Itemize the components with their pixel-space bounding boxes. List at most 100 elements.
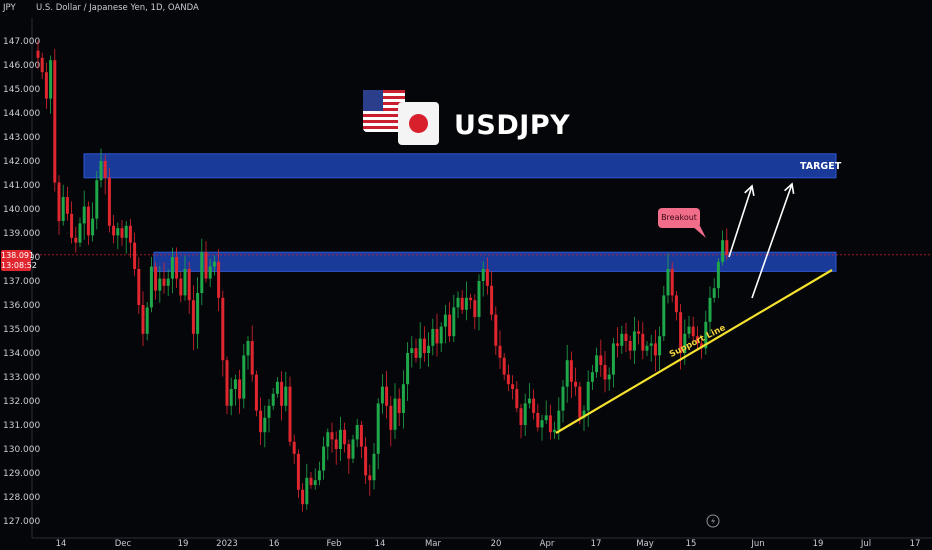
candle-body — [658, 336, 662, 356]
x-tick-label: 17 — [591, 539, 602, 549]
candle-body — [397, 398, 401, 413]
candle-body — [334, 439, 338, 449]
candle-body — [330, 432, 334, 440]
candle-body — [149, 266, 153, 308]
candle-body — [204, 252, 208, 279]
candle-body — [662, 295, 666, 337]
candle-body — [259, 410, 263, 433]
y-tick-label: 134.000 — [3, 349, 40, 359]
x-tick-label: May — [636, 539, 654, 549]
y-tick-label: 127.000 — [3, 517, 40, 527]
candle-body — [523, 403, 527, 425]
x-tick-label: 17 — [910, 539, 921, 549]
candle-body — [170, 257, 174, 279]
candle-body — [292, 441, 296, 454]
candle-body — [590, 372, 594, 382]
candle-body — [443, 314, 447, 327]
candle-body — [208, 266, 212, 279]
candle-body — [326, 432, 330, 447]
candle-body — [229, 389, 233, 406]
candle-body — [61, 197, 65, 221]
candle-body — [532, 398, 536, 413]
candle-body — [586, 381, 590, 411]
japan-flag-icon — [398, 102, 439, 145]
candle-body — [406, 353, 410, 385]
y-tick-label: 142.000 — [3, 157, 40, 167]
candle-body — [86, 206, 90, 236]
candle-body — [263, 417, 267, 433]
candle-body — [427, 345, 431, 353]
last-price-value: 138.091 — [1, 251, 35, 260]
japan-flag-sun — [409, 114, 428, 133]
x-tick-label: 19 — [178, 539, 189, 549]
candle-body — [557, 410, 561, 430]
candle-body — [99, 161, 103, 181]
candle-body — [389, 405, 393, 430]
candle-body — [401, 384, 405, 413]
target-zone — [83, 153, 837, 179]
candle-body — [473, 300, 477, 317]
y-tick-label: 143.000 — [3, 133, 40, 143]
candle-body — [271, 393, 275, 406]
candle-body — [670, 269, 674, 296]
candle-body — [103, 161, 107, 178]
candle-body — [578, 386, 582, 418]
y-tick-label: 137.000 — [3, 277, 40, 287]
candle-body — [712, 288, 716, 298]
candle-body — [309, 477, 313, 485]
candle-body — [57, 182, 61, 221]
candle-body — [275, 381, 279, 394]
candle-body — [544, 415, 548, 421]
candle-body — [527, 398, 531, 404]
x-tick-label: 16 — [269, 539, 280, 549]
candle-body — [313, 480, 317, 485]
breakout-pointer — [692, 226, 706, 238]
candle-body — [435, 329, 439, 344]
candle-body — [628, 341, 632, 351]
candle-body — [380, 386, 384, 404]
target-arrow — [728, 185, 753, 258]
y-tick-label: 147.000 — [3, 37, 40, 47]
candle-body — [616, 343, 620, 346]
candle-body — [607, 374, 611, 380]
candle-body — [280, 381, 284, 406]
breakout-callout[interactable]: Breakout — [658, 208, 700, 228]
candle-body — [456, 297, 460, 308]
candle-body — [91, 218, 95, 236]
candle-body — [376, 403, 380, 454]
candle-body — [595, 355, 599, 373]
us-flag-stripe — [363, 120, 405, 123]
candle-body — [569, 360, 573, 382]
candle-body — [187, 269, 191, 301]
candle-body — [221, 297, 225, 361]
candle-body — [645, 345, 649, 351]
candle-body — [725, 240, 729, 255]
candle-body — [351, 439, 355, 459]
candle-body — [624, 333, 628, 341]
candle-body — [653, 343, 657, 356]
y-tick-label: 146.000 — [3, 61, 40, 71]
candle-body — [36, 50, 40, 58]
candle-body — [74, 237, 78, 243]
candle-body — [519, 408, 523, 425]
overlay-layer — [363, 90, 833, 528]
candle-body — [296, 453, 300, 490]
candle-body — [233, 379, 237, 389]
candle-body — [649, 343, 653, 346]
y-tick-label: 139.000 — [3, 229, 40, 239]
last-price-tag: 138.091 13:08:52 — [1, 250, 37, 271]
candle-body — [460, 297, 464, 310]
candle-body — [44, 72, 48, 99]
candle-body — [364, 446, 368, 476]
candle-body — [217, 261, 221, 298]
price-unit-label: JPY — [3, 3, 16, 13]
candle-body — [166, 278, 170, 286]
x-tick-label: Apr — [540, 539, 555, 549]
us-flag-canton — [363, 90, 383, 111]
bar-countdown: 13:08:52 — [1, 260, 37, 270]
candle-body — [502, 357, 506, 375]
candle-body — [464, 297, 468, 310]
us-flag-stripe — [363, 90, 405, 93]
candle-body — [238, 379, 242, 399]
